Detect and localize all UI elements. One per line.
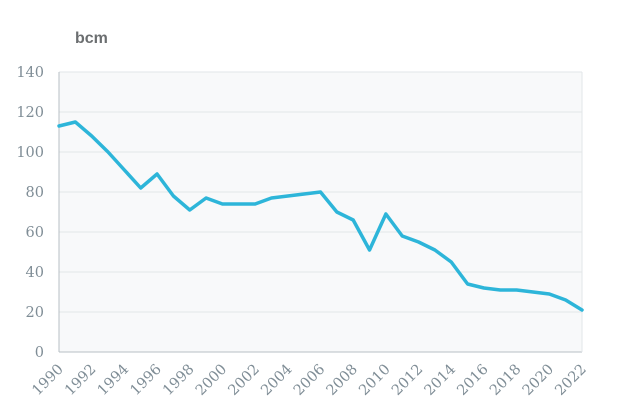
y-axis-unit-label: bcm bbox=[75, 30, 108, 47]
x-axis-tick-label: 2022 bbox=[552, 362, 589, 399]
data-line-series bbox=[57, 120, 584, 312]
x-axis-tick-label: 2006 bbox=[291, 362, 328, 399]
x-axis-tick-label: 2004 bbox=[258, 362, 295, 399]
y-axis-tick-label: 40 bbox=[26, 265, 44, 281]
y-axis-tick-label: 60 bbox=[26, 225, 44, 241]
y-axis-tick-label: 20 bbox=[26, 305, 44, 321]
x-axis-tick-label: 2008 bbox=[324, 362, 361, 399]
x-axis-tick-label: 1996 bbox=[127, 362, 164, 399]
x-axis-tick-label: 1992 bbox=[62, 362, 99, 399]
y-axis-tick-label: 120 bbox=[16, 105, 44, 121]
x-axis-tick-label: 2018 bbox=[487, 362, 524, 399]
x-axis-tick-label: 2000 bbox=[193, 362, 230, 399]
y-axis-tick-label: 140 bbox=[16, 65, 44, 81]
x-axis-tick-label: 1994 bbox=[95, 362, 132, 399]
x-axis-tick-label: 2020 bbox=[520, 362, 557, 399]
x-axis-tick-label: 2012 bbox=[389, 362, 426, 399]
y-axis-tick-label: 80 bbox=[26, 185, 44, 201]
x-axis-tick-label: 1990 bbox=[29, 362, 66, 399]
y-axis-tick-label: 0 bbox=[35, 345, 44, 361]
y-axis-tick-label: 100 bbox=[16, 145, 44, 161]
x-axis-tick-label: 1998 bbox=[160, 362, 197, 399]
x-axis-tick-label: 2016 bbox=[454, 362, 491, 399]
x-axis-tick-label: 2014 bbox=[422, 362, 459, 399]
plot-area bbox=[59, 72, 582, 352]
x-axis-tick-label: 2002 bbox=[226, 362, 263, 399]
x-axis-tick-label: 2010 bbox=[356, 362, 393, 399]
